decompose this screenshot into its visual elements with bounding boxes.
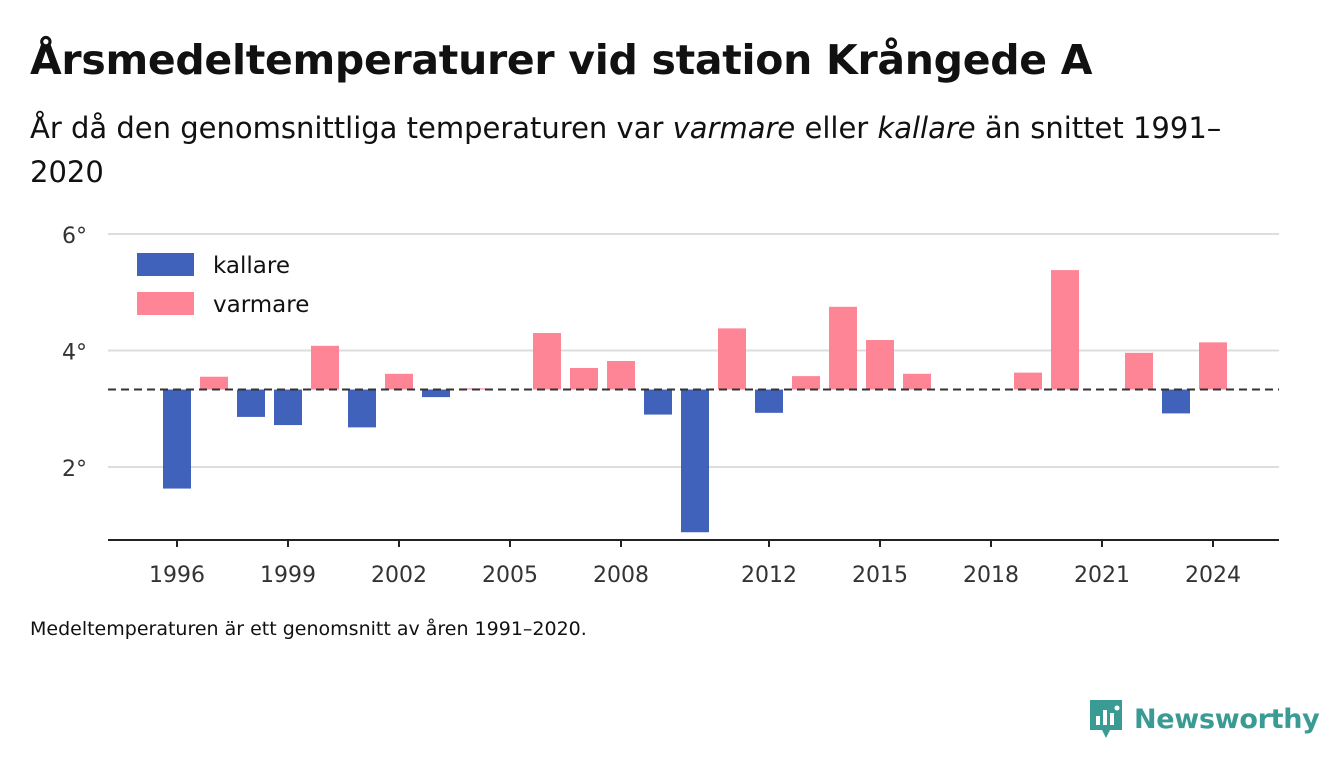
bar-2023 xyxy=(1162,389,1190,414)
bar-1996 xyxy=(163,389,191,489)
bar-2010 xyxy=(681,389,709,533)
bar-2002 xyxy=(385,373,413,390)
bar-2007 xyxy=(570,367,598,390)
x-tick-label: 2021 xyxy=(1074,563,1130,588)
x-tick-label: 2002 xyxy=(371,563,427,588)
x-tick-label: 2005 xyxy=(482,563,538,588)
bar-2019 xyxy=(1014,372,1042,390)
bar-2006 xyxy=(533,333,561,390)
legend-label-varmare: varmare xyxy=(213,292,309,318)
chart-subtitle: År då den genomsnittliga temperaturen va… xyxy=(30,106,1290,194)
bar-2008 xyxy=(607,360,635,390)
brand-logo: Newsworthy xyxy=(1088,698,1320,740)
subtitle-warm-word: varmare xyxy=(672,111,796,145)
newsworthy-logo-icon xyxy=(1090,700,1122,738)
subtitle-text-2: eller xyxy=(795,111,878,145)
x-tick-label: 2018 xyxy=(963,563,1019,588)
brand-name: Newsworthy xyxy=(1134,703,1320,735)
bar-2014 xyxy=(829,306,857,390)
subtitle-text-1: År då den genomsnittliga temperaturen va… xyxy=(30,111,673,145)
x-tick-label: 1999 xyxy=(260,563,316,588)
bar-2024 xyxy=(1199,342,1227,390)
x-tick-label: 1996 xyxy=(149,563,205,588)
y-tick-label: 6° xyxy=(62,224,87,249)
bar-2001 xyxy=(348,389,376,428)
legend-swatch-varmare xyxy=(137,292,194,315)
chart-title: Årsmedeltemperaturer vid station Krånged… xyxy=(30,36,1093,84)
x-tick-label: 2024 xyxy=(1185,563,1241,588)
x-tick-label: 2015 xyxy=(852,563,908,588)
legend-swatch-kallare xyxy=(137,253,194,276)
bar-2012 xyxy=(755,389,783,413)
y-tick-label: 4° xyxy=(62,341,87,366)
bar-2020 xyxy=(1051,270,1079,390)
bar-1998 xyxy=(237,389,265,417)
x-tick-label: 2008 xyxy=(593,563,649,588)
subtitle-text-3: än snittet 1991–2020 xyxy=(30,111,1222,189)
bar-2009 xyxy=(644,389,672,415)
bar-1999 xyxy=(274,389,302,426)
bar-2016 xyxy=(903,373,931,390)
x-tick-label: 2012 xyxy=(741,563,797,588)
footnote: Medeltemperaturen är ett genomsnitt av å… xyxy=(30,618,587,640)
bar-2000 xyxy=(311,345,339,390)
bar-2013 xyxy=(792,376,820,390)
legend-label-kallare: kallare xyxy=(213,253,290,279)
bar-chart: 2° 4° 6° 1996 1999 2002 2005 2008 2012 2015 2018 20… xyxy=(62,224,1279,588)
subtitle-cold-word: kallare xyxy=(877,111,976,145)
y-tick-label: 2° xyxy=(62,457,87,482)
bar-2022 xyxy=(1125,352,1153,390)
bar-2011 xyxy=(718,328,746,390)
bar-2003 xyxy=(422,389,450,398)
bar-2015 xyxy=(866,340,894,390)
bar-1997 xyxy=(200,376,228,390)
